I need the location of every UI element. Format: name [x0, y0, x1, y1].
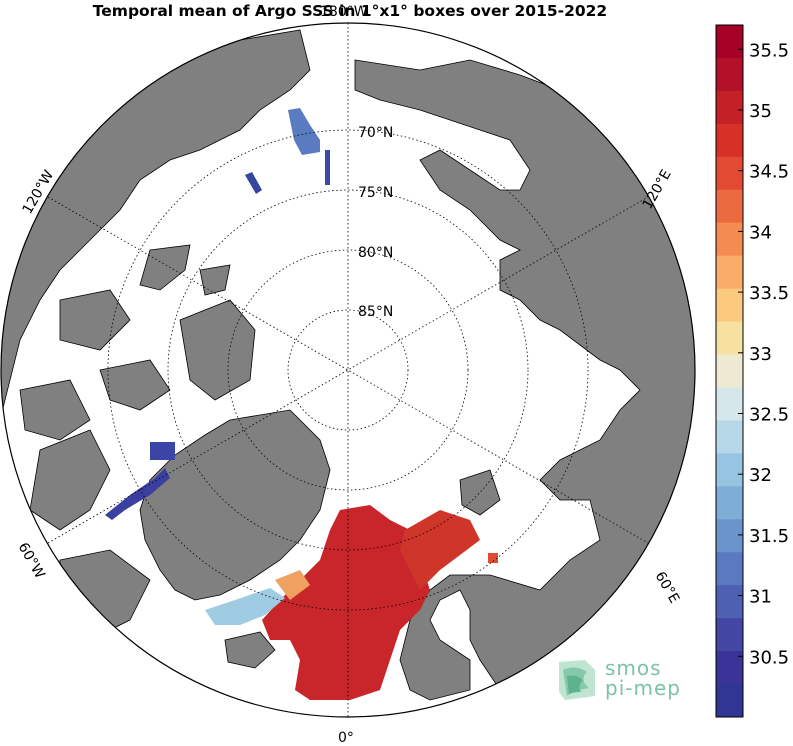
label-70n: 70°N [358, 125, 393, 141]
patch-east-greenland [205, 588, 285, 625]
colorbar-swatch [716, 321, 743, 356]
patch-beaufort [288, 108, 320, 155]
colorbar-tick-label: 35 [749, 101, 772, 122]
label-60e: 60°E [652, 569, 683, 606]
colorbar-swatch [716, 684, 743, 718]
land-archipelago-3 [179, 299, 256, 401]
colorbar-tick-label: 30.5 [749, 647, 789, 668]
colorbar-swatch [716, 255, 743, 290]
colorbar-swatch [716, 453, 743, 487]
colorbar-swatch [716, 618, 743, 652]
patch-baffin-north [150, 442, 175, 460]
patch-beaufort-2 [325, 150, 330, 185]
colorbar-tick-label: 34 [749, 222, 772, 243]
colorbar-swatch [716, 651, 743, 685]
colorbar-swatch [716, 189, 743, 224]
land-archipelago-2 [59, 289, 131, 351]
label-0: 0° [338, 730, 354, 746]
colorbar-tick-label: 33.5 [749, 283, 789, 304]
salinity-patches [105, 108, 498, 700]
map-title: Temporal mean of Argo SSS in 1°x1° boxes… [92, 2, 608, 20]
colorbar-swatch [716, 156, 743, 191]
colorbar-swatch [716, 123, 743, 158]
colorbar-swatch [716, 585, 743, 619]
graticule [47, 23, 649, 717]
land-svalbard [459, 469, 501, 516]
smos-pi-mep-logo: smos pi-mep [555, 656, 705, 706]
logo-text-smos: smos [605, 656, 662, 680]
patch-barents-east [488, 553, 498, 563]
colorbar-swatch [716, 222, 743, 257]
colorbar-tick-label: 31 [749, 587, 772, 608]
colorbar-swatch [716, 288, 743, 323]
colorbar-tick-label: 33 [749, 344, 772, 365]
colorbar-tick-label: 34.5 [749, 162, 789, 183]
colorbar-swatch [716, 420, 743, 454]
colorbar-swatch [716, 90, 743, 125]
patch-east-greenland-orange [275, 570, 310, 600]
label-85n: 85°N [358, 304, 393, 320]
patch-norwegian-sea [262, 505, 430, 700]
colorbar-swatch [716, 354, 743, 388]
patch-beaufort-3 [245, 172, 262, 194]
land-archipelago-6 [199, 264, 231, 296]
polar-map: 70°N 75°N 80°N 85°N 180°W 120°W 120°E 60… [0, 4, 696, 746]
colorbar-tick-label: 31.5 [749, 526, 789, 547]
map-boundary [0, 22, 696, 718]
colorbar-tick-label: 35.5 [749, 40, 789, 61]
colorbar-swatch [716, 519, 743, 553]
label-60w: 60°W [15, 540, 48, 582]
colorbar-swatch [716, 486, 743, 520]
patch-barents-sea [400, 510, 480, 590]
land-archipelago-1 [139, 244, 191, 291]
label-75n: 75°N [358, 185, 393, 201]
land-archipelago-4 [99, 359, 171, 411]
land-archipelago-5 [19, 379, 91, 441]
label-180w: 180°W [320, 4, 368, 20]
colorbar-swatch [716, 57, 743, 92]
colorbar-frame [715, 24, 744, 718]
colorbar-swatches [716, 25, 743, 718]
colorbar-swatch [716, 25, 743, 59]
logo-text-pi-mep: pi-mep [605, 676, 681, 700]
colorbar-swatch [716, 552, 743, 586]
land-iceland [224, 631, 276, 669]
land-greenland [139, 409, 331, 601]
colorbar-tick-label: 32.5 [749, 404, 789, 425]
label-80n: 80°N [358, 245, 393, 261]
logo-icon [559, 660, 595, 700]
colorbar-swatch [716, 387, 743, 421]
patch-baffin-bay [105, 468, 170, 520]
colorbar-ticks: 35.5 35 34.5 34 33.5 33 32.5 32 31.5 31 30.5 [738, 40, 789, 668]
colorbar-tick-label: 32 [749, 465, 772, 486]
